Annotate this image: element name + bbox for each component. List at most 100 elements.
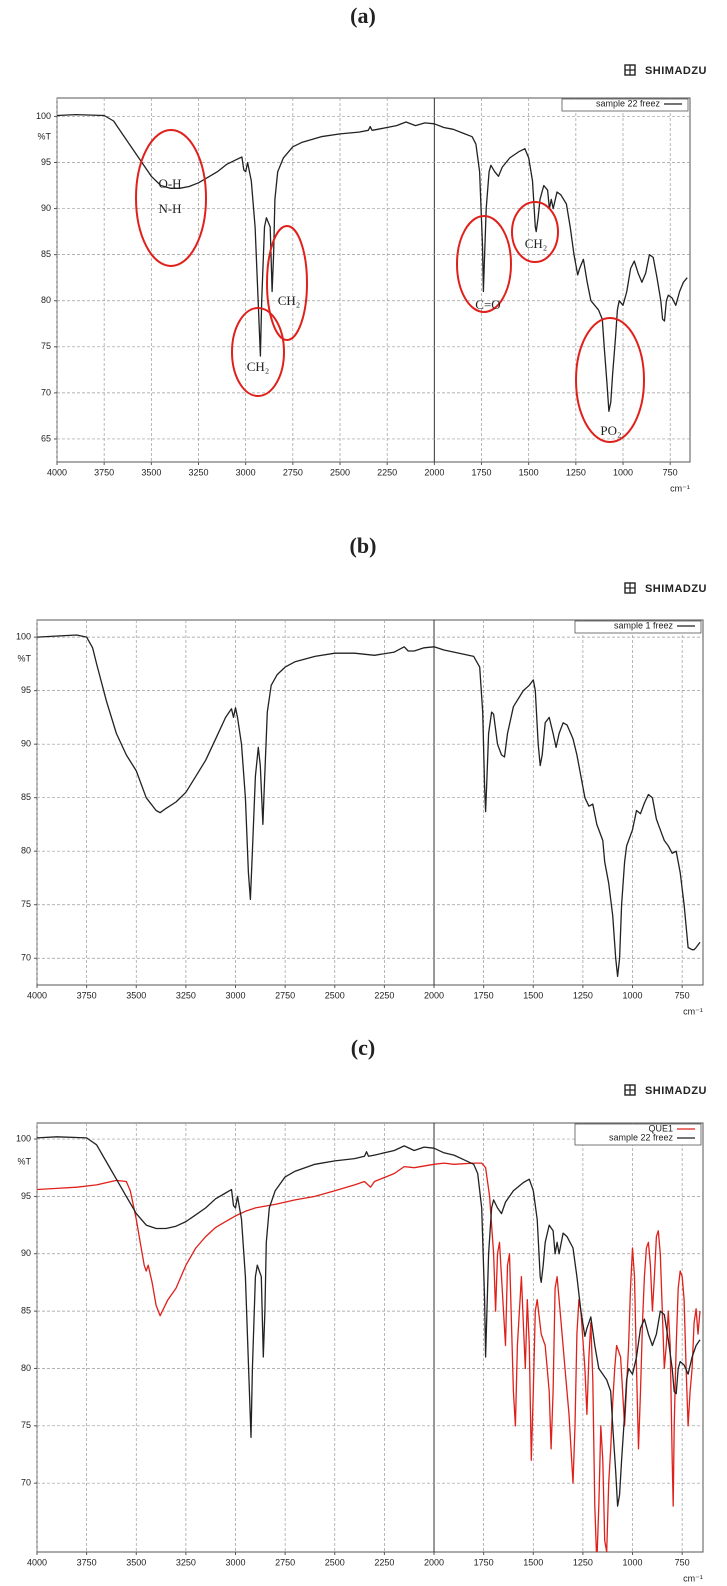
y-tick-label: 85 — [41, 249, 51, 259]
annotation: PO₂ — [600, 423, 621, 438]
logo-icon-cross — [625, 583, 635, 593]
spectrum-line — [37, 634, 701, 978]
x-tick-label: 4000 — [27, 1557, 47, 1567]
legend-box — [574, 1123, 702, 1146]
panel-label: (a) — [350, 3, 376, 28]
y-tick-label: 85 — [21, 1305, 31, 1315]
y-tick-label: 100 — [36, 111, 51, 121]
panel-label: (c) — [351, 1035, 375, 1060]
x-tick-label: 2750 — [275, 1557, 295, 1567]
x-tick-label: 1500 — [523, 1557, 543, 1567]
x-tick-label: 2250 — [377, 467, 397, 477]
annotation-ellipse — [135, 129, 207, 267]
legend-box — [561, 98, 689, 112]
x-tick-label: 2250 — [374, 990, 394, 1000]
logo-icon-cross — [625, 1085, 635, 1095]
annotation-ellipse — [511, 201, 559, 263]
plot-area — [56, 97, 691, 463]
x-tick-label: 1000 — [623, 990, 643, 1000]
annotation: O-H — [158, 176, 181, 191]
annotation-ellipse — [266, 225, 308, 341]
x-axis-label: cm⁻¹ — [683, 1573, 703, 1583]
y-tick-label: 65 — [41, 433, 51, 443]
y-tick-label: 70 — [21, 1478, 31, 1488]
x-tick-label: 3000 — [225, 990, 245, 1000]
y-axis-label: %T — [18, 653, 32, 663]
x-tick-label: 2750 — [283, 467, 303, 477]
annotation: C=O — [475, 297, 500, 312]
annotation-ellipse — [575, 317, 645, 443]
x-tick-label: 3250 — [188, 467, 208, 477]
x-tick-label: 1750 — [472, 467, 492, 477]
y-tick-label: 90 — [41, 203, 51, 213]
y-tick-label: 100 — [16, 1133, 31, 1143]
x-tick-label: 1500 — [519, 467, 539, 477]
x-tick-label: 3500 — [126, 1557, 146, 1567]
x-tick-label: 1250 — [573, 990, 593, 1000]
y-tick-label: 100 — [16, 632, 31, 642]
x-tick-label: 2750 — [275, 990, 295, 1000]
brand-logo: SHIMADZU — [624, 64, 707, 77]
x-tick-label: 3000 — [225, 1557, 245, 1567]
y-tick-label: 75 — [41, 341, 51, 351]
x-tick-label: 2250 — [374, 1557, 394, 1567]
x-tick-label: 3250 — [176, 990, 196, 1000]
x-tick-label: 3750 — [94, 467, 114, 477]
brand: SHIMADZU — [645, 583, 707, 595]
x-tick-label: 3500 — [141, 467, 161, 477]
brand-logo: SHIMADZU — [624, 582, 707, 595]
x-axis-label: cm⁻¹ — [683, 1006, 703, 1016]
brand: SHIMADZU — [645, 1085, 707, 1097]
legend-label: QUE1 — [648, 1123, 673, 1133]
annotation: CH₂ — [278, 293, 301, 308]
y-tick-label: 70 — [21, 953, 31, 963]
x-tick-label: 2000 — [424, 990, 444, 1000]
x-tick-label: 1250 — [566, 467, 586, 477]
brand-logo: SHIMADZU — [624, 1084, 707, 1097]
y-tick-label: 90 — [21, 1248, 31, 1258]
brand: SHIMADZU — [645, 65, 707, 77]
x-tick-label: 1500 — [523, 990, 543, 1000]
y-tick-label: 95 — [41, 157, 51, 167]
y-tick-label: 95 — [21, 685, 31, 695]
annotation: CH₂ — [525, 236, 548, 251]
y-tick-label: 80 — [21, 846, 31, 856]
spectrum-line — [57, 113, 688, 412]
x-tick-label: 1750 — [474, 1557, 494, 1567]
x-tick-label: 3750 — [77, 1557, 97, 1567]
x-tick-label: 4000 — [47, 467, 67, 477]
x-tick-label: 3000 — [236, 467, 256, 477]
x-tick-label: 1250 — [573, 1557, 593, 1567]
logo-icon-cross — [625, 65, 635, 75]
y-tick-label: 85 — [21, 792, 31, 802]
legend-label: sample 1 freez — [614, 620, 674, 630]
x-tick-label: 2000 — [424, 467, 444, 477]
spectrum-line — [37, 1162, 701, 1552]
x-tick-label: 750 — [663, 467, 678, 477]
x-tick-label: 1000 — [623, 1557, 643, 1567]
x-tick-label: 3250 — [176, 1557, 196, 1567]
y-tick-label: 75 — [21, 899, 31, 909]
y-tick-label: 70 — [41, 387, 51, 397]
annotation: CH₂ — [247, 359, 270, 374]
plot-area — [36, 619, 704, 986]
y-tick-label: 90 — [21, 739, 31, 749]
y-tick-label: 80 — [21, 1363, 31, 1373]
y-axis-label: %T — [38, 131, 52, 141]
y-axis-label: %T — [18, 1156, 32, 1166]
x-tick-label: 3500 — [126, 990, 146, 1000]
annotation-ellipse — [231, 307, 285, 397]
plot-area — [36, 1122, 704, 1553]
x-tick-label: 4000 — [27, 990, 47, 1000]
x-tick-label: 750 — [675, 990, 690, 1000]
x-tick-label: 2500 — [325, 1557, 345, 1567]
y-tick-label: 75 — [21, 1420, 31, 1430]
panel-label: (b) — [350, 533, 377, 558]
x-tick-label: 750 — [675, 1557, 690, 1567]
annotation: N-H — [158, 201, 181, 216]
x-tick-label: 2500 — [325, 990, 345, 1000]
x-tick-label: 2000 — [424, 1557, 444, 1567]
x-tick-label: 2500 — [330, 467, 350, 477]
